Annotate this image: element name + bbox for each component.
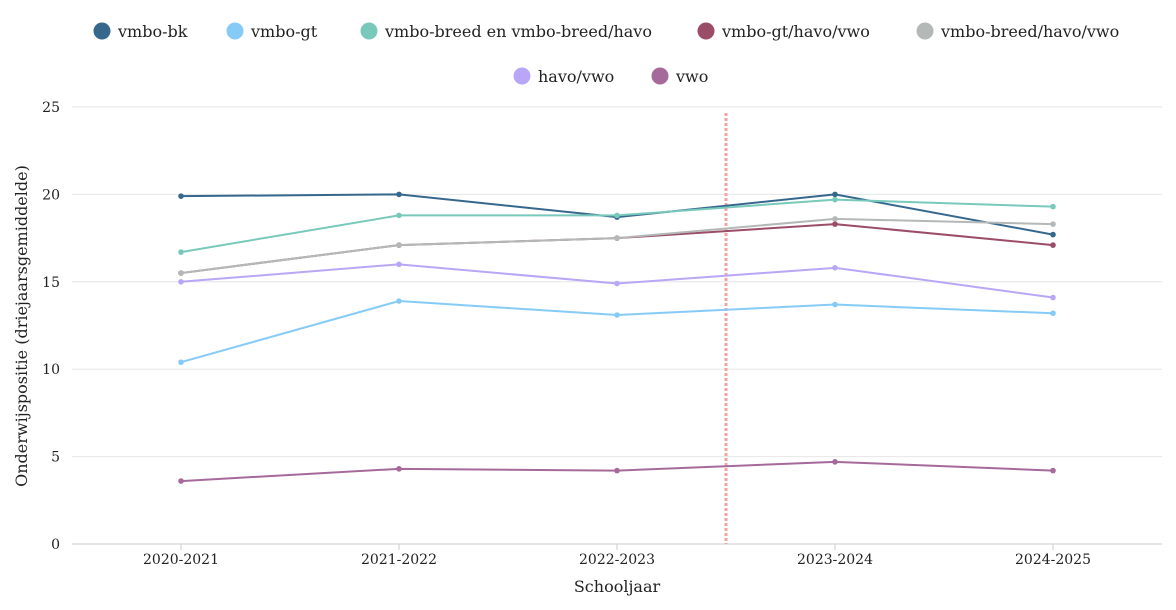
legend-label: vmbo-bk: [117, 22, 188, 41]
y-axis-title: Onderwijspositie (driejaarsgemiddelde): [12, 165, 31, 487]
data-point[interactable]: [614, 212, 620, 219]
series-group: [178, 191, 1056, 484]
legend-item[interactable]: vmbo-bk: [93, 22, 188, 41]
data-point[interactable]: [178, 249, 184, 255]
legend-item[interactable]: vwo: [651, 67, 709, 86]
x-tick-label: 2021-2022: [361, 552, 437, 568]
legend-swatch: [93, 22, 111, 40]
legend-label: vmbo-breed/havo/vwo: [940, 22, 1119, 41]
series-5: [178, 261, 1056, 301]
series-1: [178, 298, 1056, 366]
legend-swatch: [226, 22, 244, 40]
data-point[interactable]: [178, 359, 184, 366]
legend-swatch: [697, 22, 715, 40]
data-point[interactable]: [832, 301, 838, 308]
data-point[interactable]: [178, 193, 184, 199]
data-point[interactable]: [832, 459, 838, 465]
series-2: [178, 196, 1056, 255]
data-point[interactable]: [1050, 231, 1056, 238]
x-tick-label: 2024-2025: [1015, 552, 1091, 568]
data-point[interactable]: [614, 280, 620, 287]
x-tick-label: 2020-2021: [143, 552, 219, 568]
data-point[interactable]: [178, 279, 184, 285]
y-tick-label: 5: [51, 450, 60, 466]
legend-item[interactable]: vmbo-breed/havo/vwo: [916, 22, 1120, 41]
legend-swatch: [513, 67, 531, 85]
y-tick-label: 20: [42, 187, 60, 203]
legend-item[interactable]: havo/vwo: [513, 67, 615, 86]
y-tick-label: 25: [42, 100, 60, 116]
data-point[interactable]: [178, 270, 184, 276]
data-point[interactable]: [832, 216, 838, 222]
series-4: [178, 216, 1056, 276]
series-line: [180, 300, 1054, 364]
data-point[interactable]: [396, 261, 402, 268]
legend-swatch: [651, 67, 669, 85]
data-point[interactable]: [832, 196, 838, 203]
data-point[interactable]: [614, 312, 620, 318]
series-line: [180, 217, 1054, 275]
legend-label: vmbo-gt/havo/vwo: [721, 22, 870, 41]
data-point[interactable]: [1050, 467, 1056, 474]
x-tick-label: 2023-2024: [797, 552, 873, 568]
data-point[interactable]: [614, 467, 620, 474]
data-point[interactable]: [1050, 203, 1056, 210]
data-point[interactable]: [614, 235, 620, 241]
x-axis-title: Schooljaar: [574, 577, 661, 596]
data-point[interactable]: [1050, 242, 1056, 248]
data-point[interactable]: [1050, 310, 1056, 317]
legend-label: vwo: [675, 67, 708, 86]
legend-label: havo/vwo: [538, 67, 614, 86]
series-6: [178, 459, 1056, 484]
data-point[interactable]: [396, 212, 402, 219]
data-point[interactable]: [832, 191, 838, 198]
data-point[interactable]: [396, 242, 402, 248]
legend-item[interactable]: vmbo-gt: [226, 22, 318, 41]
data-point[interactable]: [396, 191, 402, 198]
legend: vmbo-bk vmbo-gt vmbo-breed en vmbo-breed/h…: [93, 22, 1120, 86]
legend-item[interactable]: vmbo-breed en vmbo-breed/havo: [360, 22, 652, 41]
legend-swatch: [360, 22, 378, 40]
y-tick-label: 15: [42, 275, 60, 291]
data-point[interactable]: [1050, 221, 1056, 227]
data-point[interactable]: [1050, 294, 1056, 301]
legend-label: vmbo-gt: [250, 22, 318, 41]
data-point[interactable]: [396, 298, 402, 304]
x-tick-label: 2022-2023: [579, 552, 655, 568]
legend-swatch: [916, 22, 934, 40]
data-point[interactable]: [178, 478, 184, 484]
legend-item[interactable]: vmbo-gt/havo/vwo: [697, 22, 870, 41]
series-line: [180, 223, 1054, 275]
data-point[interactable]: [396, 466, 402, 472]
y-axis-ticks: 0 5 10 15 20 25: [42, 100, 60, 553]
legend-label: vmbo-breed en vmbo-breed/havo: [384, 22, 652, 41]
data-point[interactable]: [832, 265, 838, 271]
y-tick-label: 10: [42, 362, 60, 378]
series-line: [180, 198, 1054, 254]
x-axis-ticks: 2020-2021 2021-2022 2022-2023 2023-2024 2024…: [143, 544, 1091, 568]
data-point[interactable]: [832, 221, 838, 227]
y-tick-label: 0: [51, 537, 60, 553]
